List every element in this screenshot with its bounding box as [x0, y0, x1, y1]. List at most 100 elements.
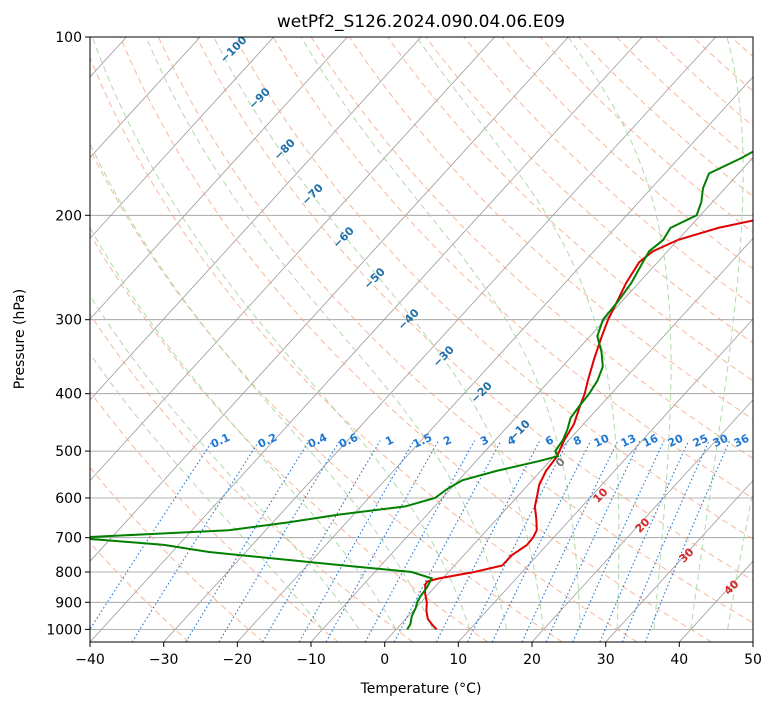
dry-adiabat-line [90, 390, 339, 642]
y-tick-label: 600 [55, 491, 82, 507]
isotherm-line [310, 157, 753, 642]
y-axis: 100 200 300 400 500 600 700 800 900 1000 [46, 30, 90, 638]
mixing-ratio-line [90, 440, 214, 631]
dry-adiabat-line [310, 37, 753, 460]
isotherm-line [605, 479, 753, 642]
isotherm-line [90, 37, 495, 482]
profile-line [424, 219, 753, 631]
mixing-ratio-line [262, 440, 381, 642]
profile-line [90, 150, 753, 630]
dry-adiabat-line [90, 466, 264, 642]
dry-adiabat-line [769, 37, 775, 642]
x-axis: −40 −30 −20 −10 0 10 20 30 40 50 [75, 642, 762, 668]
y-tick-label: 400 [55, 387, 82, 403]
x-tick-label: −10 [296, 652, 326, 668]
dry-adiabat-label: −100 [218, 33, 250, 65]
moist-adiabat-line [91, 37, 471, 630]
mixing-ratio-line [644, 440, 731, 642]
x-tick-label: 20 [523, 652, 541, 668]
isotherm-line [752, 641, 753, 642]
moist-adiabat-label: 40 [722, 577, 742, 597]
mixing-ratio-label: 30 [711, 432, 731, 450]
moist-adiabat-line [727, 488, 753, 630]
mixing-ratio-line [218, 440, 341, 642]
dry-adiabat-label: −30 [430, 343, 457, 370]
dry-adiabat-line [387, 37, 753, 382]
isotherm-line [90, 37, 422, 401]
mixing-ratio-label: 2 [441, 433, 453, 448]
isotherm-line [384, 237, 753, 642]
isotherm-line [237, 76, 753, 642]
y-tick-label: 100 [55, 30, 82, 46]
dry-adiabat-label: −60 [330, 224, 357, 251]
isotherm-line [90, 37, 348, 320]
x-tick-label: 40 [670, 652, 688, 668]
isotherm-line [90, 37, 643, 642]
mixing-ratio-line [393, 440, 502, 642]
isotherm-line [90, 37, 201, 159]
dry-adiabat-line [463, 37, 753, 307]
dry-adiabat-label: −70 [299, 181, 326, 208]
mixing-ratio-label: 0.2 [256, 431, 279, 451]
x-tick-label: 50 [744, 652, 762, 668]
x-axis-label: Temperature (°C) [360, 681, 482, 697]
y-axis-label: Pressure (hPa) [12, 289, 28, 389]
moist-adiabat-line [90, 142, 434, 630]
mixing-ratio-line [298, 440, 415, 642]
dry-adiabat-line [234, 37, 753, 540]
mixing-ratio-line [621, 440, 710, 642]
y-tick-label: 900 [55, 595, 82, 611]
dry-adiabat-label: −80 [271, 136, 298, 163]
mixing-ratio-label: 0.1 [209, 431, 232, 451]
moist-adiabat-line [145, 37, 508, 630]
mixing-ratio-label: 25 [691, 432, 710, 450]
dry-adiabat-line [348, 37, 753, 420]
moist-adiabat-line [213, 37, 544, 630]
dry-adiabat-label: −20 [468, 379, 495, 406]
moist-adiabat-line [90, 226, 397, 630]
y-tick-label: 300 [55, 313, 82, 329]
dry-adiabat-line [578, 37, 753, 198]
mixing-ratio-label: 16 [641, 432, 661, 450]
isotherm-line [531, 399, 753, 642]
mixing-ratio-label: 20 [666, 432, 686, 450]
mixing-ratio-line [599, 440, 690, 642]
x-tick-label: −30 [149, 652, 179, 668]
mixing-ratio-label: 36 [732, 432, 752, 450]
y-tick-label: 700 [55, 531, 82, 547]
moist-adiabat-line [416, 37, 620, 630]
chart-title: wetPf2_S126.2024.090.04.06.E09 [277, 12, 565, 32]
dry-adiabat-line [90, 56, 638, 642]
x-tick-label: 30 [597, 652, 615, 668]
dry-adiabat-line [654, 37, 753, 127]
mixing-ratio-line [185, 440, 310, 642]
mixing-ratio-label: 13 [619, 432, 638, 450]
mixing-ratio-label: 1 [383, 433, 395, 448]
x-tick-label: −20 [223, 652, 253, 668]
background-lines [90, 37, 775, 642]
moist-adiabat-line [567, 37, 672, 630]
mixing-ratio-label: 10 [592, 432, 612, 450]
y-tick-label: 200 [55, 208, 82, 224]
mixing-ratio-line [521, 440, 619, 642]
mixing-ratio-label: 1.5 [411, 431, 434, 451]
mixing-ratio-line [545, 440, 641, 642]
moist-adiabat-line [690, 37, 744, 630]
mixing-ratio-line [491, 440, 592, 642]
mixing-ratio-label: 0.4 [306, 431, 329, 451]
dry-adiabat-line [272, 37, 753, 499]
moist-adiabat-label: 20 [633, 515, 653, 535]
dry-adiabat-line [90, 233, 488, 642]
mixing-ratio-line [435, 440, 541, 642]
plot-frame [89, 36, 754, 643]
dry-adiabat-line [616, 37, 753, 162]
y-tick-label: 500 [55, 444, 82, 460]
mixing-ratio-line [364, 440, 476, 642]
isotherm-line [163, 37, 716, 642]
isotherm-line [90, 37, 569, 562]
isotherm-line [458, 318, 753, 642]
x-tick-label: 0 [380, 652, 389, 668]
y-tick-label: 1000 [46, 622, 82, 638]
dry-adiabat-line [196, 37, 753, 582]
